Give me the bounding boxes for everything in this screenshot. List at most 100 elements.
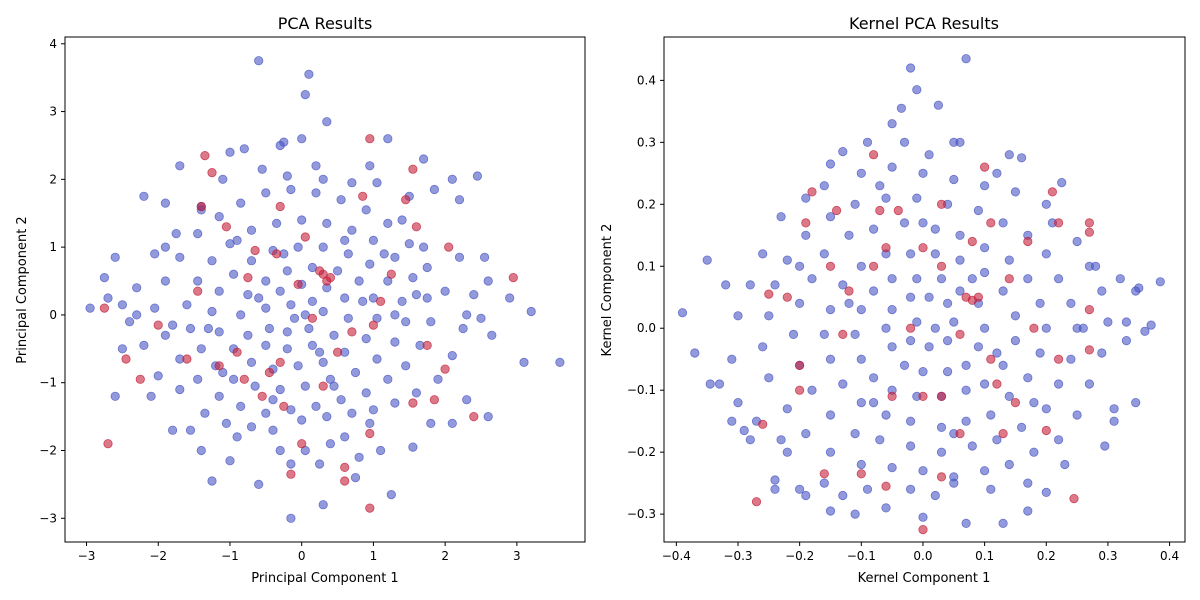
data-point-class-0 <box>986 410 996 420</box>
y-axis-label: Kernel Component 2 <box>600 224 615 357</box>
data-point-class-0 <box>487 330 497 340</box>
data-point-class-0 <box>232 235 242 245</box>
data-point-class-0 <box>875 435 885 445</box>
data-point-class-0 <box>979 379 990 389</box>
data-point-class-1 <box>293 279 303 289</box>
data-point-class-0 <box>887 304 897 315</box>
data-point-class-1 <box>844 286 854 296</box>
data-point-class-0 <box>103 293 113 303</box>
data-point-class-0 <box>193 374 203 384</box>
data-point-class-0 <box>340 235 350 245</box>
data-point-class-0 <box>1029 447 1039 457</box>
data-point-class-0 <box>555 357 565 367</box>
data-point-class-0 <box>992 168 1002 178</box>
data-point-class-0 <box>300 90 310 100</box>
data-point-class-0 <box>408 272 418 283</box>
data-point-class-1 <box>307 313 317 323</box>
data-point-class-0 <box>905 441 916 451</box>
data-point-class-0 <box>150 303 160 313</box>
data-point-class-0 <box>361 205 371 215</box>
x-axis-label: Kernel Component 1 <box>858 571 991 586</box>
data-point-class-0 <box>727 416 737 426</box>
data-point-class-1 <box>1069 493 1079 504</box>
data-point-class-0 <box>825 159 836 169</box>
data-point-class-0 <box>807 274 817 284</box>
data-point-class-0 <box>764 373 774 383</box>
data-point-class-0 <box>936 422 947 432</box>
data-point-class-1 <box>340 476 350 486</box>
data-point-class-0 <box>819 249 829 259</box>
data-point-class-0 <box>185 323 196 334</box>
x-tick-label: −0.3 <box>723 549 752 563</box>
data-point-class-1 <box>936 261 947 271</box>
data-point-class-0 <box>770 484 780 494</box>
data-point-class-0 <box>476 313 486 323</box>
data-point-class-0 <box>236 401 246 411</box>
x-tick-label: −0.4 <box>662 549 691 563</box>
data-point-class-0 <box>881 323 891 333</box>
data-point-class-0 <box>801 193 811 203</box>
plot-frame <box>663 36 1186 543</box>
data-point-class-0 <box>1023 274 1033 284</box>
data-point-class-0 <box>844 298 854 308</box>
data-point-class-0 <box>289 313 300 323</box>
data-point-class-0 <box>411 388 421 398</box>
data-point-class-1 <box>103 439 113 449</box>
data-point-class-0 <box>955 255 965 265</box>
y-tick-label: 3 <box>49 105 57 119</box>
data-point-class-1 <box>440 364 450 374</box>
data-point-class-0 <box>433 374 443 384</box>
data-point-class-0 <box>899 218 910 228</box>
data-point-class-0 <box>850 509 860 519</box>
data-point-class-0 <box>933 100 944 110</box>
data-point-class-1 <box>196 201 206 212</box>
data-point-class-1 <box>1084 304 1095 315</box>
data-point-class-0 <box>347 225 357 235</box>
data-point-class-0 <box>727 354 737 364</box>
data-point-class-0 <box>930 323 940 333</box>
data-point-class-1 <box>887 391 897 401</box>
data-point-class-1 <box>782 292 792 302</box>
data-point-class-1 <box>300 232 310 242</box>
data-point-class-1 <box>250 245 260 256</box>
data-point-class-0 <box>447 174 457 184</box>
data-point-class-1 <box>998 428 1008 439</box>
data-point-class-0 <box>225 147 235 157</box>
data-point-class-0 <box>350 472 361 483</box>
data-point-class-1 <box>153 320 163 330</box>
plot-frame <box>64 36 586 543</box>
data-point-class-0 <box>282 266 292 276</box>
y-tick-label: 0.1 <box>637 259 656 273</box>
data-point-class-0 <box>304 323 314 334</box>
data-point-class-1 <box>819 469 829 479</box>
data-point-class-1 <box>368 320 378 330</box>
data-point-class-0 <box>825 354 836 364</box>
data-point-class-0 <box>1146 320 1156 330</box>
data-point-class-0 <box>856 168 866 178</box>
data-point-class-0 <box>99 272 110 283</box>
data-point-class-0 <box>961 385 971 395</box>
data-point-class-0 <box>825 506 836 516</box>
data-point-class-1 <box>239 374 249 384</box>
data-point-class-0 <box>254 56 264 66</box>
data-point-class-0 <box>200 408 210 418</box>
data-point-class-0 <box>472 171 482 181</box>
data-point-class-0 <box>887 274 897 284</box>
data-point-class-0 <box>1109 404 1119 414</box>
data-point-class-0 <box>483 411 493 422</box>
data-point-class-0 <box>171 229 181 239</box>
data-point-class-0 <box>1060 459 1070 470</box>
data-point-class-1 <box>221 222 231 232</box>
data-point-class-0 <box>207 476 217 486</box>
data-point-class-0 <box>856 397 866 408</box>
x-tick-label: 3 <box>513 549 521 563</box>
data-point-class-1 <box>365 134 375 144</box>
data-point-class-0 <box>918 168 928 178</box>
data-point-class-1 <box>1010 397 1021 408</box>
data-point-class-0 <box>930 249 940 259</box>
data-point-class-1 <box>918 243 928 253</box>
data-point-class-0 <box>1041 323 1051 333</box>
data-point-class-0 <box>390 252 400 262</box>
data-point-class-1 <box>794 360 805 370</box>
y-tick-label: −1 <box>39 376 57 390</box>
